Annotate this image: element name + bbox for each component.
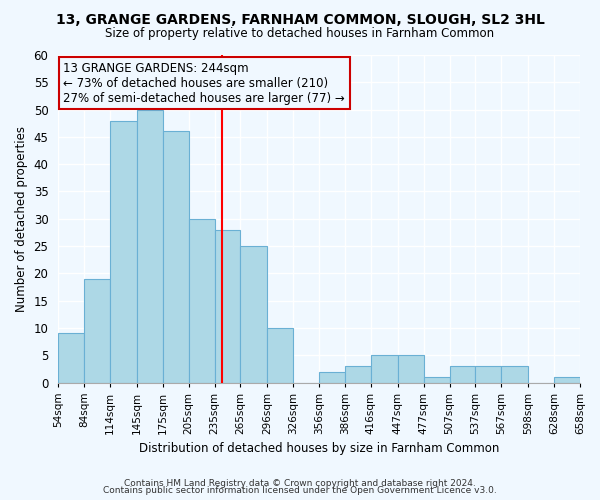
Bar [110, 120, 137, 382]
Bar [345, 366, 371, 382]
Bar [398, 355, 424, 382]
X-axis label: Distribution of detached houses by size in Farnham Common: Distribution of detached houses by size … [139, 442, 499, 455]
Text: 13, GRANGE GARDENS, FARNHAM COMMON, SLOUGH, SL2 3HL: 13, GRANGE GARDENS, FARNHAM COMMON, SLOU… [56, 12, 544, 26]
Bar [215, 230, 241, 382]
Text: 13 GRANGE GARDENS: 244sqm
← 73% of detached houses are smaller (210)
27% of semi: 13 GRANGE GARDENS: 244sqm ← 73% of detac… [64, 62, 345, 104]
Bar [319, 372, 345, 382]
Bar [58, 334, 84, 382]
Bar [554, 377, 580, 382]
Bar [163, 132, 188, 382]
Bar [188, 219, 215, 382]
Bar [449, 366, 475, 382]
Bar [424, 377, 449, 382]
Bar [267, 328, 293, 382]
Bar [475, 366, 502, 382]
Bar [84, 279, 110, 382]
Text: Contains HM Land Registry data © Crown copyright and database right 2024.: Contains HM Land Registry data © Crown c… [124, 478, 476, 488]
Text: Contains public sector information licensed under the Open Government Licence v3: Contains public sector information licen… [103, 486, 497, 495]
Bar [241, 246, 267, 382]
Bar [371, 355, 398, 382]
Text: Size of property relative to detached houses in Farnham Common: Size of property relative to detached ho… [106, 28, 494, 40]
Bar [502, 366, 528, 382]
Y-axis label: Number of detached properties: Number of detached properties [15, 126, 28, 312]
Bar [137, 110, 163, 382]
